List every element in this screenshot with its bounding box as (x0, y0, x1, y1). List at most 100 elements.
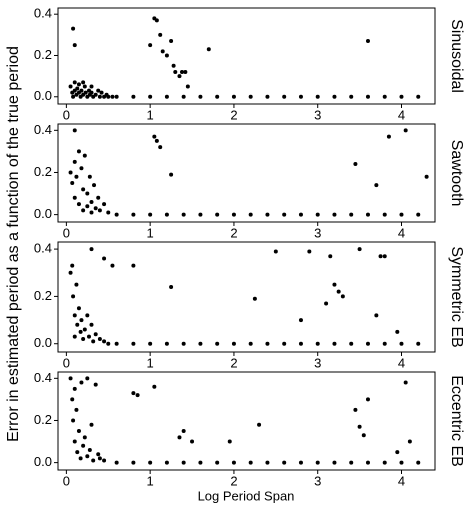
point (298, 460, 303, 465)
y-tick-label: 0.0 (34, 454, 52, 469)
point (71, 418, 76, 423)
point (332, 212, 337, 217)
point (282, 341, 287, 346)
point (298, 318, 303, 323)
y-tick-label: 0.0 (34, 335, 52, 350)
point (315, 460, 320, 465)
point (89, 247, 94, 252)
point (395, 450, 400, 455)
x-tick-label: 2 (230, 355, 237, 370)
point (198, 341, 203, 346)
point (357, 424, 362, 429)
x-tick-label: 4 (398, 225, 405, 240)
point (403, 380, 408, 385)
point (382, 254, 387, 259)
point (282, 460, 287, 465)
point (349, 460, 354, 465)
x-tick-label: 0 (63, 355, 70, 370)
point (72, 313, 77, 318)
x-tick-label: 2 (230, 225, 237, 240)
point (154, 138, 159, 143)
x-tick-label: 3 (314, 473, 321, 488)
point (177, 435, 182, 440)
point (74, 407, 79, 412)
point (85, 191, 90, 196)
point (154, 18, 159, 23)
point (416, 212, 421, 217)
point (68, 170, 73, 175)
point (76, 429, 81, 434)
point (68, 84, 73, 89)
x-tick-label: 2 (230, 473, 237, 488)
point (78, 329, 83, 334)
point (416, 94, 421, 99)
point (349, 94, 354, 99)
point (315, 212, 320, 217)
point (72, 386, 77, 391)
point (135, 393, 140, 398)
plot-frame (57, 241, 436, 353)
point (79, 88, 84, 93)
point (70, 181, 75, 186)
point (93, 206, 98, 211)
point (399, 94, 404, 99)
point (89, 210, 94, 215)
point (332, 341, 337, 346)
point (72, 439, 77, 444)
point (71, 94, 76, 99)
point (164, 341, 169, 346)
point (298, 212, 303, 217)
point (169, 284, 174, 289)
point (332, 460, 337, 465)
point (265, 341, 270, 346)
point (198, 94, 203, 99)
point (131, 460, 136, 465)
panel-title: Eccentric EB (448, 375, 465, 467)
point (85, 313, 90, 318)
point (79, 380, 84, 385)
point (97, 208, 102, 213)
point (227, 439, 232, 444)
x-tick-label: 1 (147, 107, 154, 122)
point (71, 294, 76, 299)
point (152, 134, 157, 139)
point (89, 84, 94, 89)
y-tick-label: 0.0 (34, 88, 52, 103)
point (89, 199, 94, 204)
point (110, 263, 115, 268)
point (183, 70, 188, 74)
point (72, 43, 77, 48)
point (68, 270, 73, 275)
point (70, 263, 75, 268)
point (365, 94, 370, 99)
panel-title: Symmetric EB (448, 246, 465, 347)
point (298, 94, 303, 99)
point (416, 460, 421, 465)
point (198, 212, 203, 217)
point (81, 208, 86, 213)
point (181, 429, 186, 434)
point (336, 289, 341, 294)
y-axis-label: Error in estimated period as a function … (5, 46, 22, 442)
y-tick-label: 0.2 (34, 288, 52, 303)
point (164, 212, 169, 217)
x-tick-label: 4 (398, 473, 405, 488)
point (152, 384, 157, 389)
point (206, 47, 211, 52)
point (106, 210, 111, 215)
point (328, 254, 333, 259)
x-tick-label: 1 (147, 473, 154, 488)
point (248, 94, 253, 99)
point (106, 341, 111, 346)
point (85, 204, 90, 209)
y-tick-label: 0.4 (34, 241, 52, 256)
x-tick-label: 3 (314, 107, 321, 122)
point (349, 212, 354, 217)
point (171, 63, 176, 68)
point (181, 212, 186, 217)
point (374, 183, 379, 188)
point (231, 212, 236, 217)
point (158, 32, 163, 37)
y-tick-label: 0.0 (34, 206, 52, 221)
